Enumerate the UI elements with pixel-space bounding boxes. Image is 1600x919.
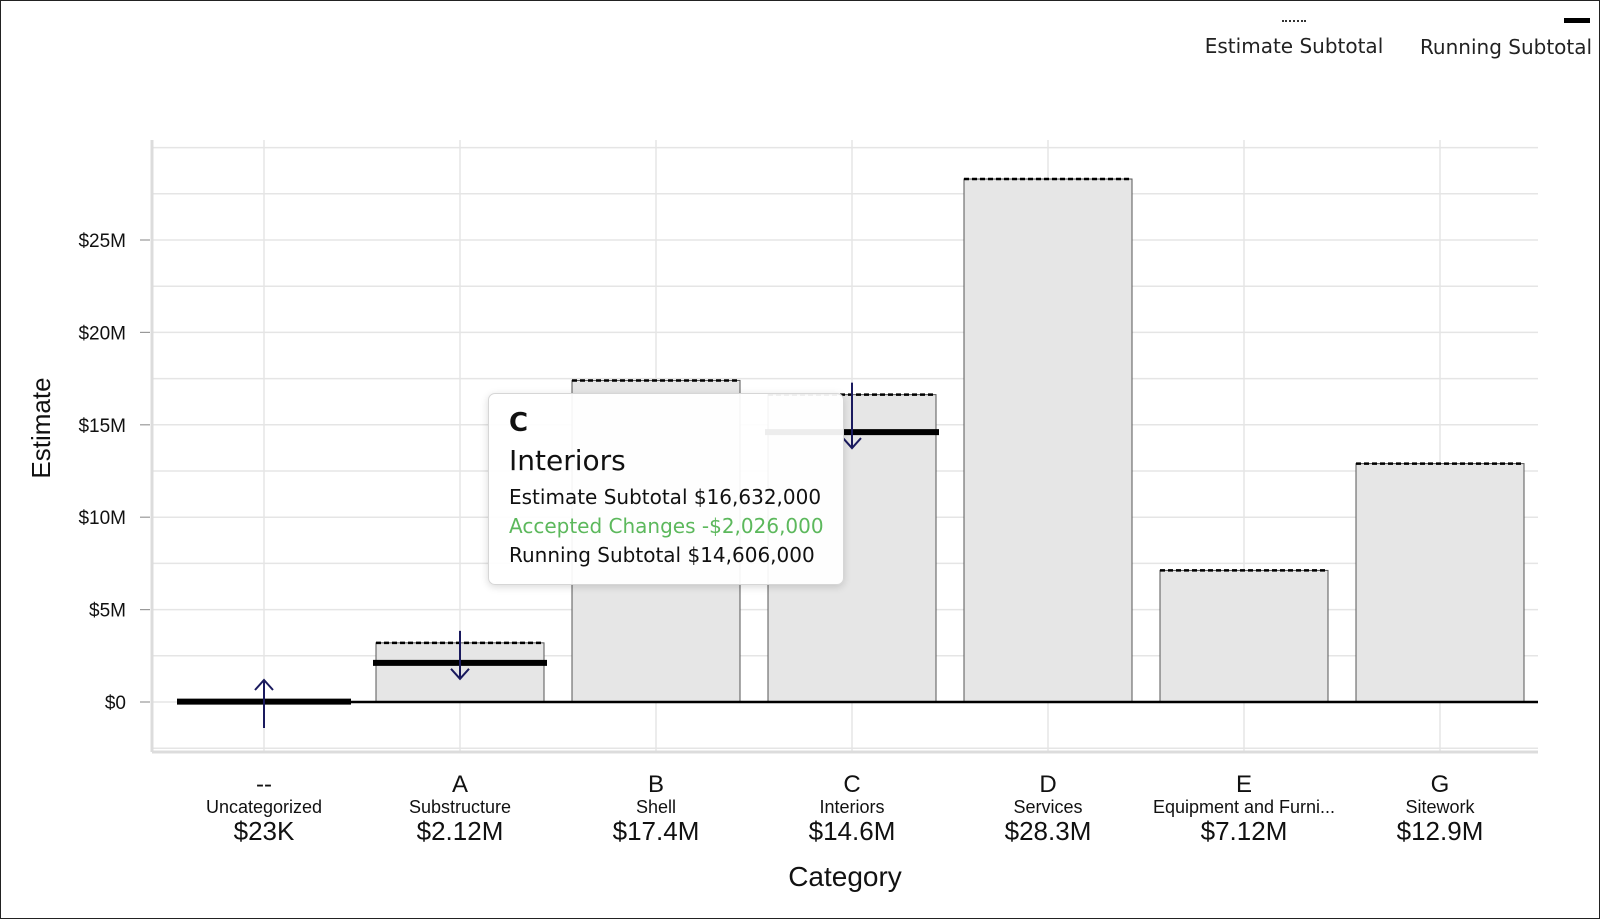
x-category-code: B xyxy=(648,771,664,798)
tooltip-accepted-changes: Accepted Changes -$2,026,000 xyxy=(509,514,824,538)
axis-layer: $0 $5M $10M $15M $20M $25M --Uncategorized$23K… xyxy=(78,231,1483,846)
legend-item-estimate-subtotal[interactable]: Estimate Subtotal xyxy=(1196,14,1392,74)
x-category-code: C xyxy=(843,771,860,798)
legend-label-running: Running Subtotal xyxy=(1419,35,1593,59)
tooltip-estimate-subtotal: Estimate Subtotal $16,632,000 xyxy=(509,485,822,509)
x-category-code: A xyxy=(452,771,468,798)
x-category-name: Equipment and Furni... xyxy=(1153,797,1335,817)
solid-line-swatch-icon xyxy=(1564,18,1590,23)
x-category-total: $17.4M xyxy=(613,816,700,846)
y-tick-label: $20M xyxy=(78,323,126,344)
x-category-code: D xyxy=(1039,771,1056,798)
y-tick-label: $0 xyxy=(105,693,126,714)
x-category-name: Interiors xyxy=(819,797,884,817)
estimate-bar xyxy=(1159,569,1329,703)
legend-label-estimate: Estimate Subtotal xyxy=(1204,34,1384,58)
x-category-total: $7.12M xyxy=(1201,816,1288,846)
x-category-code: E xyxy=(1236,771,1252,798)
tooltip-category-code: C xyxy=(509,408,529,438)
y-tick-label: $25M xyxy=(78,231,126,252)
down-arrow-head-icon xyxy=(450,668,470,681)
legend-item-running-subtotal[interactable]: Running Subtotal xyxy=(1412,14,1600,74)
x-category-total: $12.9M xyxy=(1397,816,1484,846)
x-category-name: Shell xyxy=(636,797,676,817)
x-category-name: Services xyxy=(1013,797,1082,817)
down-arrow-head-icon xyxy=(842,437,862,450)
x-category-code: G xyxy=(1431,771,1450,798)
x-category-total: $23K xyxy=(234,816,295,846)
tooltip-running-subtotal: Running Subtotal $14,606,000 xyxy=(509,543,815,567)
x-category-code: -- xyxy=(256,771,272,798)
tooltip-category-name: Interiors xyxy=(509,444,626,477)
x-axis-title: Category xyxy=(788,861,902,892)
x-category-total: $2.12M xyxy=(417,816,504,846)
estimate-bar xyxy=(963,178,1133,703)
dotted-line-swatch-icon xyxy=(1282,20,1306,22)
y-tick-label: $5M xyxy=(89,601,126,622)
y-axis-title: Estimate xyxy=(26,377,56,478)
up-arrow-head-icon xyxy=(254,678,274,691)
bar-layer xyxy=(177,177,1538,728)
y-tick-label: $15M xyxy=(78,416,126,437)
x-category-name: Substructure xyxy=(409,797,511,817)
chart-tooltip: C Interiors Estimate Subtotal $16,632,00… xyxy=(488,393,844,585)
x-category-name: Sitework xyxy=(1405,797,1475,817)
x-category-name: Uncategorized xyxy=(206,797,322,817)
estimate-bar xyxy=(1355,463,1525,703)
y-tick-label: $10M xyxy=(78,508,126,529)
x-category-total: $28.3M xyxy=(1005,816,1092,846)
x-category-total: $14.6M xyxy=(809,816,896,846)
